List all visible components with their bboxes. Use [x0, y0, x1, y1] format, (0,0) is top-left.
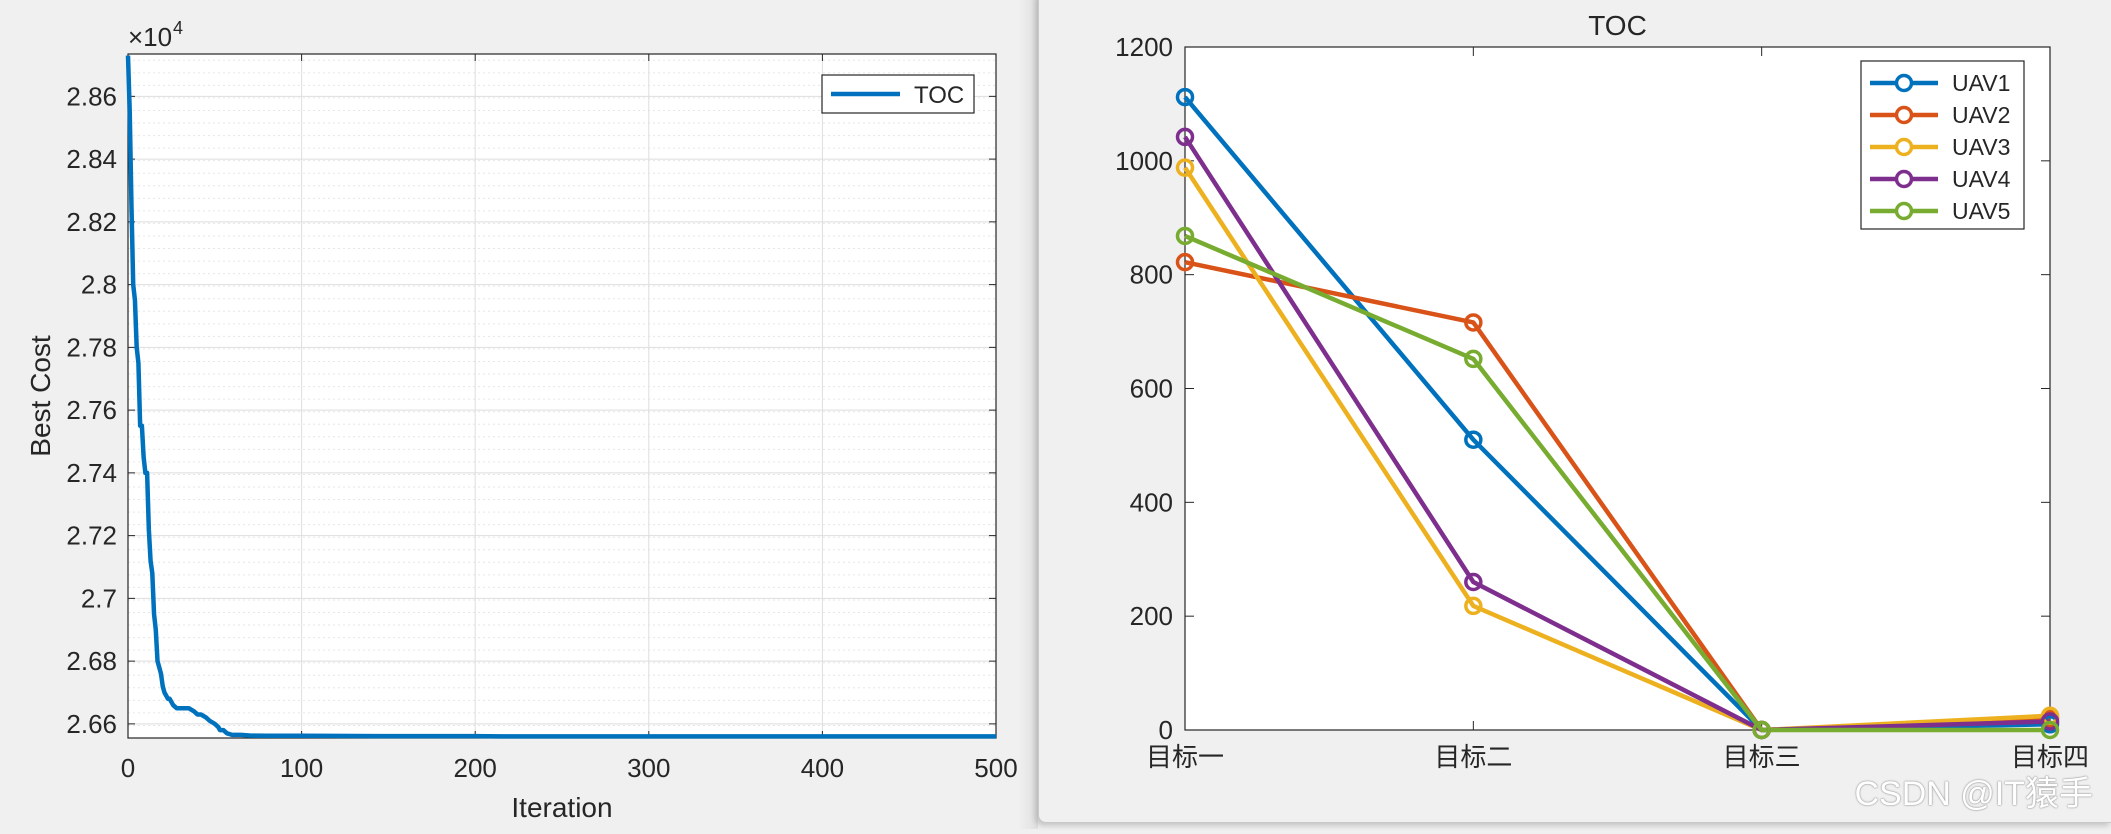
- y-tick-label: 400: [1130, 487, 1173, 517]
- legend-label-uav5: UAV5: [1952, 198, 2010, 224]
- x-tick-label: 0: [121, 753, 135, 783]
- marker-uav4: [1464, 572, 1483, 592]
- convergence-chart: 2.66 2.68 2.7 2.72 2.74 2.76 2.78 2.8 2.82 2.84 2.…: [25, 18, 1018, 823]
- exponent-power: 4: [173, 18, 183, 38]
- marker-uav3: [1464, 596, 1483, 616]
- y-tick-label: 2.8: [81, 270, 117, 300]
- series-line-toc: [125, 55, 996, 739]
- marker-uav2: [1464, 313, 1483, 332]
- y-tick-label: 2.68: [66, 646, 117, 676]
- y-tick-label: 2.84: [66, 144, 117, 174]
- marker-uav5: [1464, 349, 1483, 369]
- y-tick-label: 2.82: [66, 207, 117, 237]
- y-tick-label: 2.66: [66, 709, 117, 739]
- y-tick-label: 600: [1130, 374, 1173, 404]
- plot-area: [128, 54, 996, 738]
- y-tick-label: 2.72: [66, 521, 117, 551]
- legend-label-toc: TOC: [914, 82, 964, 109]
- marker-uav5: [1752, 720, 1771, 740]
- legend-marker-uav1: [1894, 73, 1914, 93]
- y-tick-label: 2.78: [66, 332, 117, 362]
- series-line-uav3: [1183, 166, 2051, 733]
- legend-marker-uav2: [1894, 105, 1914, 125]
- marker-uav4: [2040, 712, 2060, 731]
- y-tick-label: 800: [1130, 260, 1173, 290]
- marker-uav5: [1175, 226, 1195, 246]
- marker-uav4: [1175, 127, 1195, 147]
- y-tick-label: 2.76: [66, 395, 117, 425]
- series-line-uav5: [1184, 233, 2050, 733]
- x-tick-label: 目标一: [1146, 742, 1224, 772]
- x-tick-label: 400: [801, 753, 844, 783]
- right-figure-window: TOC 0 200 400 600 800 1000 1200 目标一 目标二 目标三 目标四 UAV1…: [1038, 0, 2111, 823]
- y-tick-label: 200: [1130, 601, 1173, 631]
- legend-label-uav4: UAV4: [1952, 166, 2011, 192]
- y-tick-label: 2.7: [81, 583, 117, 613]
- legend-label-uav3: UAV3: [1952, 134, 2010, 160]
- x-tick-label: 100: [280, 753, 323, 783]
- x-axis-label: Iteration: [511, 792, 612, 823]
- marker-uav5: [2040, 720, 2060, 740]
- y-tick-label: 0: [1159, 715, 1173, 745]
- legend-marker-uav4: [1894, 169, 1914, 189]
- exponent-label: ×10: [128, 22, 172, 52]
- marker-uav1: [1175, 87, 1195, 107]
- y-axis-label: Best Cost: [25, 335, 56, 457]
- watermark: CSDN @IT猿手: [1854, 775, 2093, 813]
- x-tick-label: 目标二: [1434, 742, 1512, 772]
- chart-title: TOC: [1588, 10, 1647, 41]
- y-tick-label: 2.74: [66, 458, 117, 488]
- left-figure-window: 2.66 2.68 2.7 2.72 2.74 2.76 2.78 2.8 2.82 2.84 2.…: [0, 0, 1030, 829]
- y-tick-label: 1000: [1115, 146, 1173, 176]
- y-tick-label: 1200: [1115, 32, 1173, 62]
- legend-marker-uav5: [1894, 201, 1914, 221]
- marker-uav2: [1175, 252, 1195, 272]
- series-line-uav4: [1183, 135, 2051, 733]
- x-tick-label: 目标四: [2011, 742, 2089, 772]
- x-tick-label: 200: [454, 753, 497, 783]
- uav-chart: TOC 0 200 400 600 800 1000 1200 目标一 目标二 目标三 目标四 UAV1…: [1115, 10, 2089, 772]
- marker-uav1: [1464, 430, 1483, 449]
- legend-marker-uav3: [1894, 137, 1914, 157]
- legend-label-uav2: UAV2: [1952, 102, 2010, 128]
- y-tick-label: 2.86: [66, 81, 117, 111]
- window-gap: [1018, 0, 1038, 829]
- legend-label-uav1: UAV1: [1952, 70, 2010, 96]
- x-tick-label: 300: [627, 753, 670, 783]
- x-tick-label: 500: [974, 753, 1017, 783]
- x-tick-label: 目标三: [1723, 742, 1801, 772]
- marker-uav3: [1175, 158, 1195, 177]
